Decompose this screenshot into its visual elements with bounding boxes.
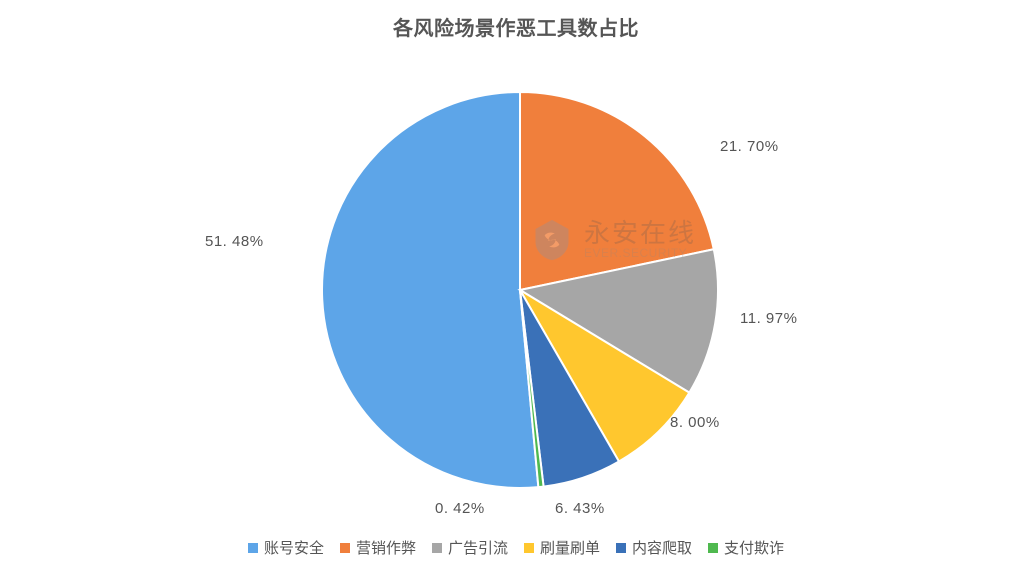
slice-label: 11. 97% <box>740 310 797 327</box>
legend-item: 内容爬取 <box>616 537 692 558</box>
legend-label: 广告引流 <box>448 537 508 558</box>
pie-chart <box>0 0 1032 568</box>
legend-label: 账号安全 <box>264 537 324 558</box>
legend: 账号安全 营销作弊 广告引流 刷量刷单 内容爬取 支付欺诈 <box>0 537 1032 558</box>
legend-item: 账号安全 <box>248 537 324 558</box>
legend-swatch <box>432 543 442 553</box>
legend-item: 广告引流 <box>432 537 508 558</box>
legend-item: 营销作弊 <box>340 537 416 558</box>
legend-label: 刷量刷单 <box>540 537 600 558</box>
slice-label: 6. 43% <box>555 500 605 517</box>
legend-swatch <box>708 543 718 553</box>
pie-slice <box>322 92 538 488</box>
legend-label: 内容爬取 <box>632 537 692 558</box>
slice-label: 21. 70% <box>720 138 779 155</box>
legend-item: 刷量刷单 <box>524 537 600 558</box>
legend-label: 支付欺诈 <box>724 537 784 558</box>
legend-label: 营销作弊 <box>356 537 416 558</box>
legend-swatch <box>248 543 258 553</box>
legend-swatch <box>340 543 350 553</box>
legend-swatch <box>524 543 534 553</box>
slice-label: 8. 00% <box>670 414 720 431</box>
slice-label: 51. 48% <box>205 233 264 250</box>
legend-item: 支付欺诈 <box>708 537 784 558</box>
legend-swatch <box>616 543 626 553</box>
slice-label: 0. 42% <box>435 500 485 517</box>
